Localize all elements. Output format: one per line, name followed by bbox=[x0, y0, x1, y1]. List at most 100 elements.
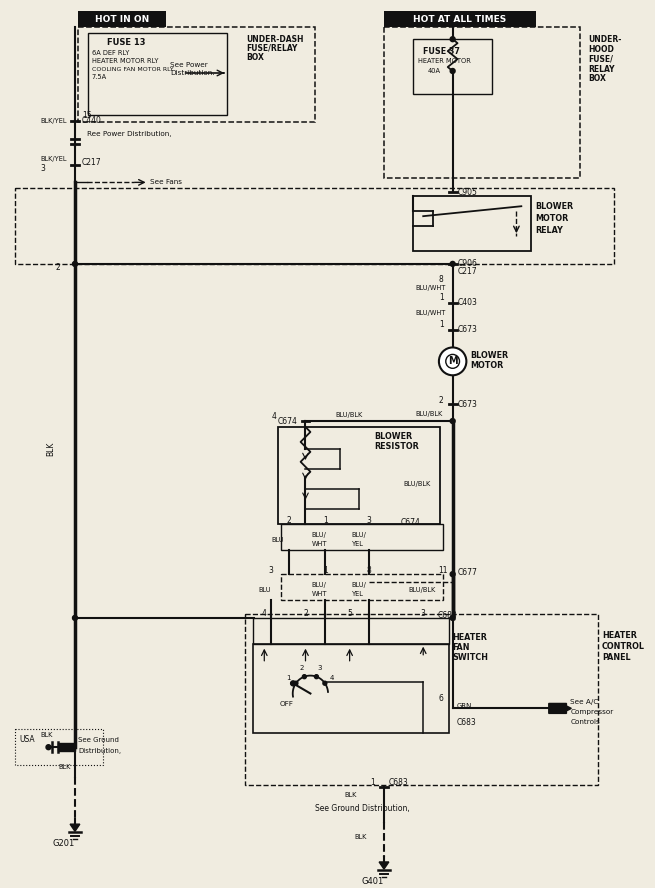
Text: BLOWER: BLOWER bbox=[374, 432, 412, 441]
Text: C217: C217 bbox=[82, 158, 102, 167]
Text: 40A: 40A bbox=[428, 68, 441, 74]
Circle shape bbox=[439, 347, 466, 376]
Text: FUSE/RELAY: FUSE/RELAY bbox=[247, 44, 298, 52]
Text: USA: USA bbox=[19, 734, 35, 744]
Text: 3: 3 bbox=[421, 609, 426, 618]
Text: BLU: BLU bbox=[271, 537, 284, 543]
Text: BLK: BLK bbox=[46, 441, 55, 456]
Text: C217: C217 bbox=[458, 267, 477, 276]
Text: RELAY: RELAY bbox=[588, 65, 614, 74]
Text: 5: 5 bbox=[347, 609, 352, 618]
Bar bbox=[281, 575, 443, 600]
Text: BOX: BOX bbox=[588, 75, 606, 83]
Bar bbox=[78, 12, 166, 28]
Text: 11: 11 bbox=[438, 566, 447, 575]
Text: 3: 3 bbox=[367, 516, 371, 525]
Text: C683: C683 bbox=[457, 718, 476, 727]
Text: UNDER-DASH: UNDER-DASH bbox=[247, 35, 304, 44]
Text: 8: 8 bbox=[367, 566, 371, 575]
Text: 8: 8 bbox=[439, 275, 443, 284]
Text: FUSE 13: FUSE 13 bbox=[107, 37, 146, 47]
Text: 3: 3 bbox=[41, 164, 45, 173]
Circle shape bbox=[73, 261, 77, 266]
Text: BLU/BLK: BLU/BLK bbox=[415, 411, 443, 417]
Text: HOOD: HOOD bbox=[588, 44, 614, 53]
Circle shape bbox=[46, 745, 51, 749]
Text: C440: C440 bbox=[82, 116, 102, 125]
Circle shape bbox=[450, 572, 455, 576]
Bar bbox=[15, 188, 614, 264]
Text: 2: 2 bbox=[55, 264, 60, 273]
Text: BLU/BLK: BLU/BLK bbox=[403, 480, 431, 487]
Text: BLU/: BLU/ bbox=[352, 533, 367, 538]
Text: 1: 1 bbox=[439, 320, 443, 329]
Text: BLK: BLK bbox=[41, 733, 53, 738]
Text: C674: C674 bbox=[401, 518, 421, 527]
Text: C905: C905 bbox=[458, 188, 477, 197]
Text: BOX: BOX bbox=[247, 52, 265, 61]
Bar bbox=[413, 39, 492, 94]
Text: 4: 4 bbox=[262, 609, 267, 618]
Text: See Ground Distribution,: See Ground Distribution, bbox=[315, 805, 410, 813]
Circle shape bbox=[294, 681, 298, 686]
Text: BLU: BLU bbox=[259, 587, 271, 593]
Text: M: M bbox=[448, 356, 457, 367]
Bar bbox=[88, 33, 227, 115]
Circle shape bbox=[291, 681, 295, 686]
Circle shape bbox=[450, 418, 455, 424]
Text: BLU/BLK: BLU/BLK bbox=[335, 412, 362, 418]
Text: Ree Power Distribution,: Ree Power Distribution, bbox=[86, 131, 171, 137]
Text: BLU/: BLU/ bbox=[352, 583, 367, 588]
Circle shape bbox=[314, 675, 318, 678]
Text: HEATER MOTOR RLY: HEATER MOTOR RLY bbox=[92, 58, 158, 64]
Text: BLK: BLK bbox=[345, 792, 357, 798]
Text: BLU/WHT: BLU/WHT bbox=[415, 310, 446, 315]
Circle shape bbox=[303, 675, 307, 678]
Text: 7.5A: 7.5A bbox=[92, 74, 107, 80]
Text: PANEL: PANEL bbox=[602, 654, 630, 662]
Text: HEATER: HEATER bbox=[602, 631, 637, 640]
Text: BLU/BLK: BLU/BLK bbox=[409, 587, 436, 593]
Text: 2: 2 bbox=[286, 516, 291, 525]
Text: C403: C403 bbox=[458, 298, 477, 307]
Text: 6: 6 bbox=[439, 694, 444, 703]
Bar bbox=[78, 28, 315, 122]
Text: CONTROL: CONTROL bbox=[602, 642, 645, 651]
Text: YEL: YEL bbox=[352, 591, 364, 597]
Text: WHT: WHT bbox=[311, 542, 327, 547]
Circle shape bbox=[450, 615, 455, 621]
Text: BLK/YEL: BLK/YEL bbox=[41, 155, 67, 162]
Bar bbox=[384, 28, 580, 178]
Text: Compressor: Compressor bbox=[571, 710, 614, 716]
Text: BLOWER: BLOWER bbox=[470, 351, 508, 360]
Text: 3: 3 bbox=[269, 566, 274, 575]
Text: See Power: See Power bbox=[170, 62, 208, 68]
Text: COOLING FAN MOTOR RLY: COOLING FAN MOTOR RLY bbox=[92, 67, 174, 72]
Text: G201: G201 bbox=[52, 839, 74, 848]
Text: 1: 1 bbox=[439, 293, 443, 302]
Text: 4: 4 bbox=[330, 675, 334, 681]
Bar bbox=[413, 196, 531, 251]
Bar bbox=[384, 12, 536, 28]
Bar bbox=[245, 614, 598, 785]
Text: BLOWER: BLOWER bbox=[535, 202, 573, 210]
Bar bbox=[281, 525, 443, 551]
Text: 2: 2 bbox=[439, 396, 443, 405]
Circle shape bbox=[446, 354, 460, 369]
Polygon shape bbox=[58, 743, 75, 751]
Text: 6A DEF RLY: 6A DEF RLY bbox=[92, 50, 129, 56]
Text: BLU/WHT: BLU/WHT bbox=[415, 285, 446, 290]
Bar bbox=[253, 644, 449, 733]
Text: See Fans: See Fans bbox=[149, 179, 181, 186]
Text: Distribution,: Distribution, bbox=[78, 749, 121, 754]
Text: 2: 2 bbox=[299, 665, 303, 671]
Text: C906: C906 bbox=[458, 259, 477, 268]
Text: C674: C674 bbox=[278, 416, 298, 425]
Text: BLK/YEL: BLK/YEL bbox=[41, 118, 67, 123]
Text: BLU/: BLU/ bbox=[311, 533, 326, 538]
Text: See Ground: See Ground bbox=[78, 737, 119, 743]
Circle shape bbox=[450, 36, 455, 42]
Text: OFF: OFF bbox=[280, 702, 293, 707]
Bar bbox=[278, 427, 440, 525]
Text: MOTOR: MOTOR bbox=[535, 214, 569, 223]
